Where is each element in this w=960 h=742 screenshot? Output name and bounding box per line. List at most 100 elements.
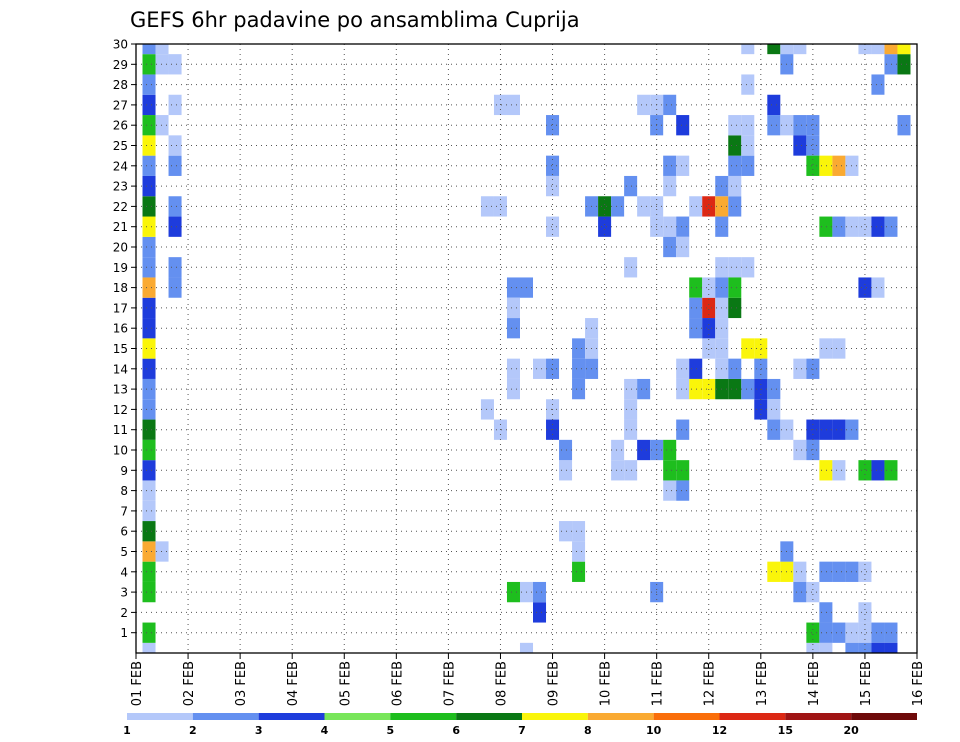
heatmap-cell <box>142 541 156 562</box>
y-tick-label: 21 <box>113 220 128 234</box>
heatmap-cell <box>806 642 820 653</box>
heatmap-cell <box>142 622 156 643</box>
heatmap-cell <box>142 480 156 501</box>
y-tick-label: 22 <box>113 200 128 214</box>
heatmap-cell <box>845 642 859 653</box>
colorbar-label: 1 <box>123 724 131 737</box>
heatmap-cell <box>676 480 690 501</box>
y-tick-label: 7 <box>120 504 128 518</box>
heatmap-cell <box>663 480 677 501</box>
x-tick-label: 02 FEB <box>182 661 197 706</box>
x-tick-label: 14 FEB <box>807 661 822 706</box>
heatmap-cell <box>806 358 820 379</box>
heatmap-cell <box>767 94 781 116</box>
heatmap-cell <box>142 460 156 481</box>
colorbar: 1 2 3 4 5 6 7 8 10 12 15 20 <box>123 713 917 737</box>
y-tick-label: 1 <box>120 626 128 640</box>
heatmap-cell <box>858 642 872 653</box>
y-axis-ticks: 1234567891011121314151617181920212223242… <box>113 38 136 640</box>
heatmap-cell <box>559 460 573 481</box>
heatmap-cell <box>832 622 846 643</box>
heatmap-cell <box>676 155 690 176</box>
heatmap-cell <box>624 419 638 440</box>
heatmap-cell <box>142 216 156 237</box>
heatmap-cell <box>572 338 586 359</box>
x-tick-label: 10 FEB <box>599 661 614 706</box>
heatmap-cell <box>142 318 156 339</box>
x-tick-label: 11 FEB <box>651 661 666 706</box>
heatmap-cell <box>142 338 156 359</box>
heatmap-cell <box>676 378 690 400</box>
heatmap-cells <box>142 44 911 653</box>
colorbar-segment <box>719 713 786 720</box>
colorbar-segment <box>192 713 259 720</box>
y-tick-label: 2 <box>120 606 128 620</box>
colorbar-segment <box>390 713 457 720</box>
heatmap-cell <box>702 338 716 359</box>
heatmap-cell <box>897 115 911 136</box>
heatmap-cell <box>728 135 742 156</box>
x-tick-label: 01 FEB <box>130 661 145 706</box>
heatmap-cell <box>168 94 182 116</box>
heatmap-cell <box>741 155 755 176</box>
heatmap-cell <box>793 44 807 55</box>
heatmap-cell <box>611 460 625 481</box>
heatmap-cell <box>819 561 833 582</box>
heatmap-cell <box>506 358 520 379</box>
heatmap-cell <box>155 54 169 75</box>
heatmap-cell <box>546 358 560 379</box>
x-tick-label: 16 FEB <box>911 661 926 706</box>
y-tick-label: 23 <box>113 180 128 194</box>
heatmap-cell <box>806 115 820 136</box>
y-tick-label: 17 <box>113 301 128 315</box>
heatmap-cell <box>624 399 638 420</box>
heatmap-cell <box>598 216 612 237</box>
heatmap-cell <box>546 115 560 136</box>
heatmap-cell <box>493 196 507 217</box>
colorbar-segment <box>785 713 852 720</box>
heatmap-cell <box>702 196 716 217</box>
y-tick-label: 8 <box>120 484 128 498</box>
heatmap-cell <box>793 135 807 156</box>
heatmap-cell <box>884 54 898 75</box>
heatmap-cell <box>819 622 833 643</box>
heatmap-cell <box>559 439 573 461</box>
heatmap-cell <box>142 439 156 461</box>
x-tick-label: 09 FEB <box>547 661 562 706</box>
heatmap-cell <box>689 358 703 379</box>
heatmap-cell <box>689 378 703 400</box>
heatmap-cell <box>546 175 560 197</box>
y-tick-label: 19 <box>113 261 128 275</box>
x-tick-label: 06 FEB <box>390 661 405 706</box>
heatmap-cell <box>168 216 182 237</box>
heatmap-cell <box>663 439 677 461</box>
y-tick-label: 13 <box>113 383 128 397</box>
heatmap-cell <box>728 175 742 197</box>
heatmap-cell <box>663 216 677 237</box>
x-tick-label: 03 FEB <box>234 661 249 706</box>
heatmap-cell <box>819 216 833 237</box>
y-tick-label: 25 <box>113 139 128 153</box>
colorbar-label: 7 <box>518 724 526 737</box>
heatmap-cell <box>506 297 520 319</box>
heatmap-cell <box>142 74 156 95</box>
colorbar-label: 4 <box>321 724 329 737</box>
heatmap-cell <box>884 44 898 55</box>
heatmap-cell <box>858 216 872 237</box>
heatmap-cell <box>506 378 520 400</box>
heatmap-cell <box>142 297 156 319</box>
heatmap-cell <box>741 257 755 278</box>
y-tick-label: 6 <box>120 525 128 539</box>
colorbar-label: 8 <box>584 724 592 737</box>
heatmap-cell <box>728 358 742 379</box>
colorbar-segment <box>258 713 325 720</box>
heatmap-cell <box>142 135 156 156</box>
heatmap-cell <box>168 54 182 75</box>
heatmap-cell <box>819 642 833 653</box>
y-tick-label: 20 <box>113 241 128 255</box>
colorbar-segment <box>522 713 588 720</box>
heatmap-cell <box>480 196 494 217</box>
heatmap-cell <box>858 622 872 643</box>
heatmap-cell <box>871 277 885 298</box>
heatmap-cell <box>728 196 742 217</box>
